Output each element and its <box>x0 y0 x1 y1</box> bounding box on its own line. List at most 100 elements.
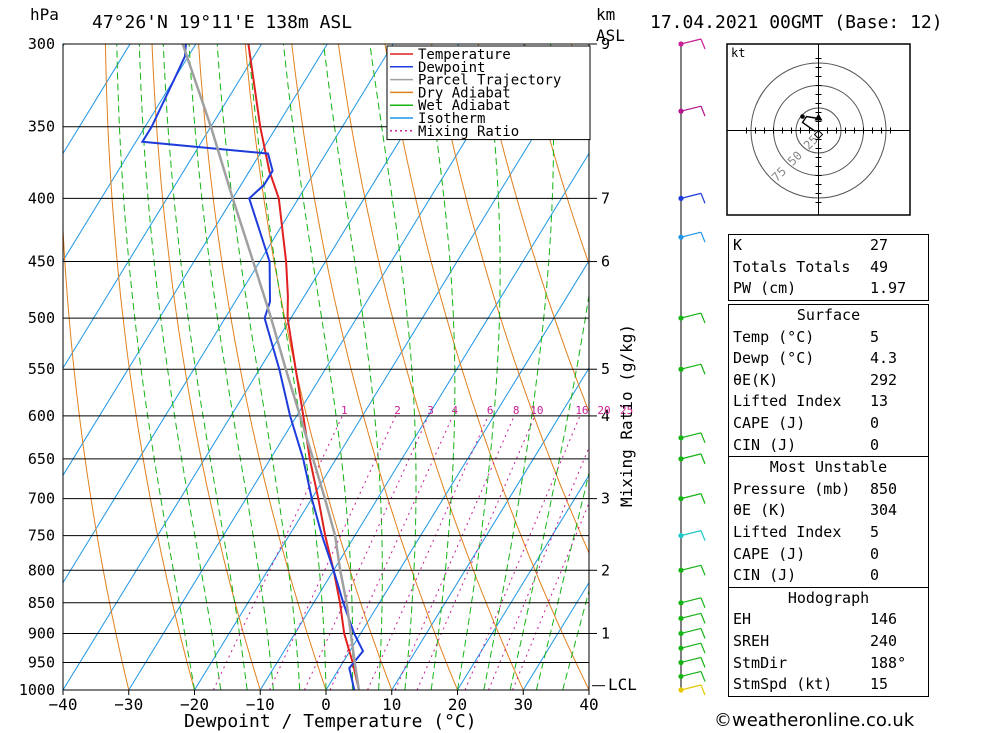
x-tick-label: 30 <box>514 695 533 714</box>
mu-row: CIN (J) 0 <box>733 566 880 585</box>
dry-adiabat-line <box>63 220 130 690</box>
wet-adiabat-line <box>535 470 589 690</box>
index-row-tt: Totals Totals 49 <box>733 257 889 276</box>
wind-profile <box>678 38 706 696</box>
mixing-ratio-line <box>394 415 515 690</box>
wind-barb <box>680 312 702 319</box>
isotherm-line <box>457 474 589 690</box>
wind-barb-flag <box>700 493 706 504</box>
wind-barb <box>680 192 702 199</box>
wind-barb-flag <box>700 597 706 609</box>
surface-row: Dewp (°C) 4.3 <box>733 349 898 368</box>
wind-barb-flag <box>700 193 706 204</box>
pressure-tick-label: 400 <box>28 189 55 207</box>
surface-table: Surface Temp (°C) 5 Dewp (°C) 4.3 θE(K) 292… <box>728 304 929 697</box>
wind-barb <box>680 564 702 571</box>
hodograph-origin <box>813 129 824 140</box>
wet-adiabat-line <box>509 292 589 690</box>
mixing-ratio-line <box>488 446 589 690</box>
pressure-tick-label: 500 <box>28 309 55 327</box>
dry-adiabat-line <box>151 44 261 690</box>
mixing-ratio-label: 6 <box>487 404 494 417</box>
pressure-tick-label: 800 <box>28 561 55 579</box>
mixing-ratio-axis-label: Mixing Ratio (g/kg) <box>617 324 636 507</box>
legend-label: Isotherm <box>418 111 485 127</box>
isotherm-line <box>63 44 197 262</box>
dry-adiabat-line <box>104 44 195 690</box>
legend-label: Dry Adiabat <box>418 85 511 101</box>
surface-row: Lifted Index 13 <box>733 392 889 411</box>
wind-barb <box>680 432 702 439</box>
x-tick-label: −30 <box>114 695 143 714</box>
km-tick-label: 3 <box>601 490 610 508</box>
wet-adiabat-line <box>116 44 195 690</box>
wind-barb <box>680 597 702 604</box>
mu-row: θE (K) 304 <box>733 501 898 520</box>
wind-barb-flag <box>700 642 706 654</box>
hodograph-title: Hodograph <box>729 586 928 610</box>
temperature-line <box>247 44 360 690</box>
mixing-ratio-line <box>367 415 489 690</box>
most-unstable-title: Most Unstable <box>729 456 928 479</box>
mixing-ratio-label: 3 <box>427 404 434 417</box>
hodograph-point <box>800 114 805 119</box>
x-tick-label: 40 <box>579 695 598 714</box>
wind-barb-flag <box>700 657 706 668</box>
legend-label: Wet Adiabat <box>418 98 511 114</box>
wind-barb-flag <box>700 671 706 682</box>
wind-barb-flag <box>700 453 706 465</box>
surface-row: CIN (J) 0 <box>733 435 880 454</box>
axes: 3003504004505005506006507007508008509009… <box>19 35 610 714</box>
mixing-ratio-line <box>303 415 429 690</box>
isotherm-line <box>391 367 589 690</box>
wind-barb <box>680 38 702 45</box>
km-asl-label: ASL <box>596 26 625 45</box>
lcl-label: LCL <box>608 675 637 694</box>
km-tick-label: 5 <box>601 360 610 378</box>
dry-adiabat-line <box>384 44 589 690</box>
km-tick-label: 6 <box>601 253 610 271</box>
hodo-row: SREH 240 <box>733 631 898 650</box>
wet-adiabat-line <box>283 44 354 690</box>
wind-barb <box>680 670 702 677</box>
dry-adiabat-line <box>291 44 458 690</box>
wet-adiabat-line <box>323 44 383 690</box>
index-row-pw: PW (cm) 1.97 <box>733 279 907 298</box>
km-tick-label: 4 <box>601 407 610 425</box>
profiles <box>140 44 365 690</box>
index-row-k: K 27 <box>733 236 889 254</box>
wind-barb-flag <box>700 628 706 639</box>
hodo-row: StmSpd (kt) 15 <box>733 675 889 694</box>
hodograph-unit-label: kt <box>731 46 745 60</box>
isotherm-line <box>63 44 131 155</box>
wind-barb <box>680 231 702 238</box>
wind-barb-flag <box>700 364 706 375</box>
mixing-ratio-line <box>464 415 581 690</box>
pressure-tick-label: 1000 <box>19 681 55 699</box>
mu-row: Lifted Index 5 <box>733 522 880 541</box>
mixing-ratio-label: 16 <box>575 404 588 417</box>
credit-link[interactable]: ©weatheronline.co.uk <box>714 710 915 731</box>
dry-adiabat-line <box>337 44 524 690</box>
wind-profile-dot <box>678 533 684 539</box>
surface-row: CAPE (J) 0 <box>733 413 880 432</box>
pressure-tick-label: 850 <box>28 594 55 612</box>
pressure-tick-label: 550 <box>28 360 55 378</box>
dewpoint-line <box>140 44 365 690</box>
x-axis-label: Dewpoint / Temperature (°C) <box>184 711 477 732</box>
mu-row: CAPE (J) 0 <box>733 544 880 563</box>
isotherm-line <box>128 44 525 690</box>
km-tick-label: 9 <box>601 35 610 53</box>
wind-barb <box>680 453 702 460</box>
x-tick-label: 0 <box>321 695 331 714</box>
wind-barb <box>680 684 702 691</box>
wind-barb <box>680 642 702 649</box>
legend-label: Parcel Trajectory <box>418 73 561 89</box>
pressure-tick-label: 900 <box>28 624 55 642</box>
x-tick-label: 10 <box>382 695 401 714</box>
x-tick-label: −10 <box>246 695 275 714</box>
isotherm-line <box>63 44 262 370</box>
wind-barb <box>680 530 702 537</box>
